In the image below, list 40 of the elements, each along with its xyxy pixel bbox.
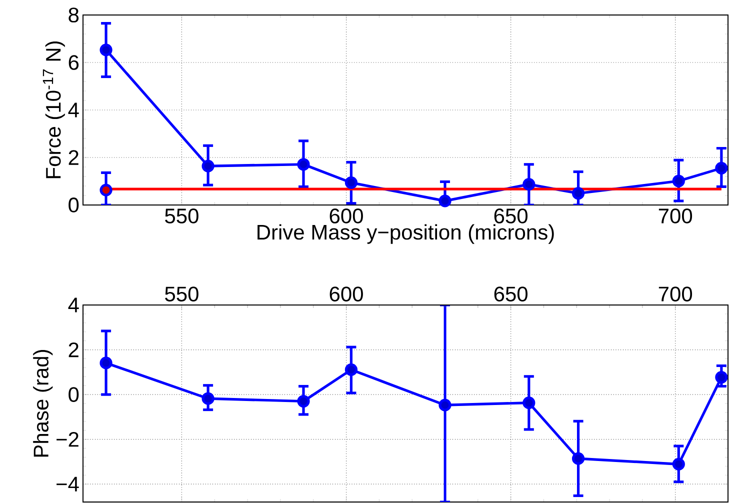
y-tick-label: 2 xyxy=(68,150,78,165)
y-tick-label: 0 xyxy=(68,198,79,212)
point xyxy=(715,162,728,174)
y-tick-label: −2 xyxy=(56,432,78,447)
point xyxy=(672,458,685,470)
y-tick-label: −4 xyxy=(56,476,79,492)
x2-tick-label: 700 xyxy=(658,286,692,302)
y-tick-label: 6 xyxy=(68,55,79,70)
point xyxy=(100,44,112,56)
x2-tick-label: 650 xyxy=(494,286,528,302)
y-axis-title: Phase (rad) xyxy=(33,350,53,457)
point xyxy=(202,392,214,405)
point xyxy=(715,371,728,384)
y-tick-label: 4 xyxy=(68,102,79,118)
y-tick-label: 4 xyxy=(68,298,79,312)
point xyxy=(572,452,585,465)
y-tick-label: 8 xyxy=(68,8,79,22)
point xyxy=(522,178,536,191)
x-tick-label: 700 xyxy=(658,208,692,224)
point xyxy=(522,396,536,410)
point xyxy=(438,398,452,412)
point xyxy=(344,363,358,376)
x2-tick-label: 550 xyxy=(165,286,198,302)
x-tick-label: 550 xyxy=(165,208,198,224)
point xyxy=(438,194,452,208)
x-tick-label: 650 xyxy=(494,208,528,224)
point xyxy=(297,158,310,171)
x-tick-label: 600 xyxy=(330,208,363,224)
point xyxy=(572,187,585,200)
y-tick-label: 0 xyxy=(68,387,79,402)
point xyxy=(297,394,310,408)
point xyxy=(672,174,685,188)
point xyxy=(100,184,112,196)
x2-tick-label: 600 xyxy=(330,286,363,302)
point xyxy=(100,356,112,370)
x-axis-title: Drive Mass y−position (microns) xyxy=(258,224,554,244)
point xyxy=(344,176,358,189)
point xyxy=(202,160,214,172)
y-axis-title: Force (10$^{-17}$ N) xyxy=(42,42,65,178)
y-tick-label: 2 xyxy=(68,342,78,358)
